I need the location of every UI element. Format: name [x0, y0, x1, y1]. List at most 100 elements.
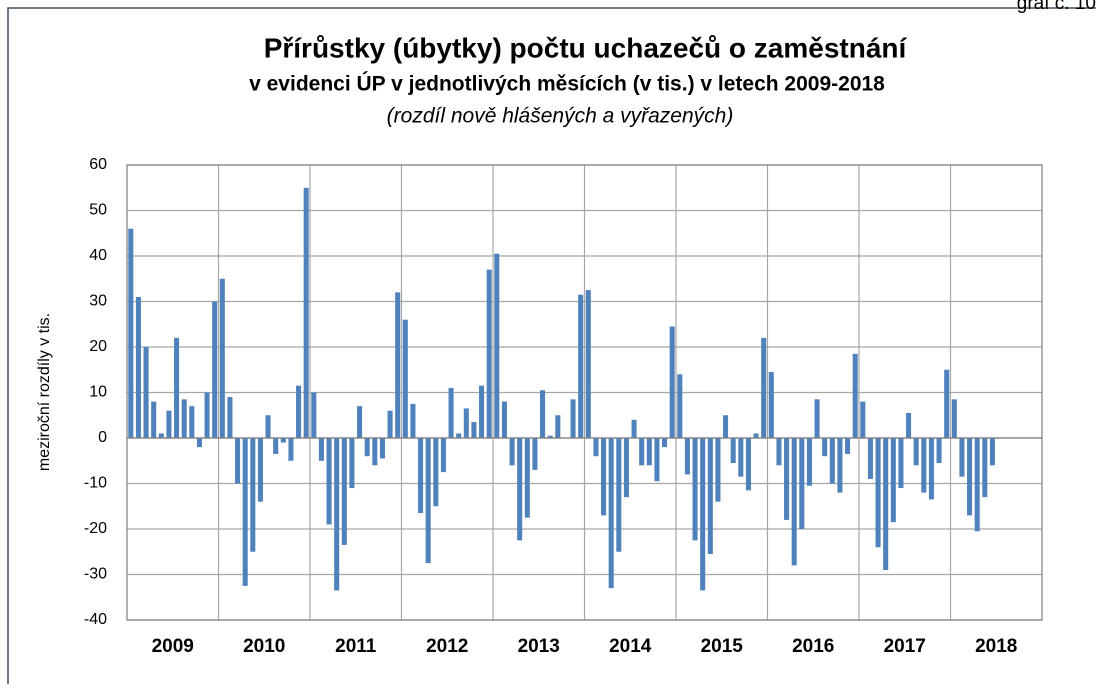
bar	[463, 408, 469, 438]
y-tick-label: 0	[98, 429, 107, 446]
y-tick-label: 30	[89, 293, 107, 310]
y-tick-label: -20	[84, 520, 107, 537]
y-axis-label: meziroční rozdíly v tis.	[36, 313, 53, 471]
bar	[951, 399, 957, 438]
bar	[784, 438, 790, 520]
bar	[204, 392, 210, 438]
y-tick-label: 10	[89, 384, 107, 401]
bar	[845, 438, 851, 454]
bar	[601, 438, 607, 516]
bar	[296, 385, 302, 438]
bar	[707, 438, 713, 555]
bar	[593, 438, 599, 457]
bar	[745, 438, 751, 491]
bar	[273, 438, 279, 454]
y-tick-label: -10	[84, 475, 107, 492]
bar	[623, 438, 629, 498]
bar	[677, 374, 683, 438]
bar	[715, 438, 721, 502]
bar	[898, 438, 904, 489]
y-tick-label: 50	[89, 202, 107, 219]
bar	[379, 438, 385, 459]
bar	[928, 438, 934, 500]
bar	[387, 410, 393, 438]
bar	[418, 438, 424, 514]
bar	[501, 401, 507, 438]
bar	[822, 438, 828, 457]
bar	[860, 401, 866, 438]
bar	[181, 399, 187, 438]
bar	[219, 278, 225, 438]
bar	[684, 438, 690, 475]
bar	[357, 406, 363, 438]
y-tick-label: -30	[84, 566, 107, 583]
bar	[890, 438, 896, 523]
bar	[944, 369, 950, 438]
bar	[867, 438, 873, 479]
chart-title: Přírůstky (úbytky) počtu uchazečů o zamě…	[264, 32, 908, 63]
bar	[509, 438, 515, 466]
bar	[151, 401, 157, 438]
bar	[486, 269, 492, 438]
bar	[265, 415, 271, 438]
bar	[349, 438, 355, 489]
bar	[433, 438, 439, 507]
chart-number: graf č. 10	[1017, 0, 1096, 14]
bar	[814, 399, 820, 438]
x-group-label: 2012	[426, 636, 468, 657]
bar	[936, 438, 942, 464]
bar	[341, 438, 347, 545]
bar	[364, 438, 370, 457]
bar	[288, 438, 294, 461]
bar	[730, 438, 736, 464]
bar	[235, 438, 241, 484]
bar	[174, 337, 180, 438]
bar	[250, 438, 256, 552]
x-group-label: 2014	[609, 636, 652, 657]
bar	[196, 438, 202, 448]
bar	[456, 433, 462, 438]
bar	[806, 438, 812, 486]
bar	[326, 438, 332, 525]
x-group-label: 2009	[152, 636, 194, 657]
bar	[189, 406, 195, 438]
bar	[471, 422, 477, 438]
bar	[852, 353, 858, 438]
bar	[555, 415, 561, 438]
bar	[410, 403, 416, 438]
y-tick-label: 20	[89, 338, 107, 355]
bar	[212, 301, 218, 438]
bar	[585, 290, 591, 438]
bar	[791, 438, 797, 566]
bar	[440, 438, 446, 473]
bar	[547, 435, 553, 438]
bar	[128, 228, 134, 438]
bar	[402, 319, 408, 438]
bar	[532, 438, 538, 470]
bar	[494, 253, 500, 438]
bar	[517, 438, 523, 541]
x-group-label: 2011	[335, 636, 377, 657]
bar	[578, 294, 584, 438]
bar	[425, 438, 431, 564]
y-tick-label: 60	[89, 156, 107, 173]
bar	[883, 438, 889, 570]
bar	[913, 438, 919, 466]
plot-border	[126, 164, 1043, 621]
bar	[311, 392, 317, 438]
bar	[669, 326, 675, 438]
x-group-label: 2016	[792, 636, 834, 657]
frame	[7, 7, 1096, 689]
chart-note: (rozdíl nově hlášených a vyřazených)	[387, 105, 734, 128]
bar	[227, 397, 233, 438]
x-group-label: 2017	[884, 636, 926, 657]
bar	[616, 438, 622, 552]
bar	[524, 438, 530, 518]
y-tick-label: -40	[84, 611, 107, 628]
x-group-label: 2015	[701, 636, 744, 657]
bar	[989, 438, 995, 466]
bar	[723, 415, 729, 438]
bar	[158, 433, 164, 438]
bar	[799, 438, 805, 529]
